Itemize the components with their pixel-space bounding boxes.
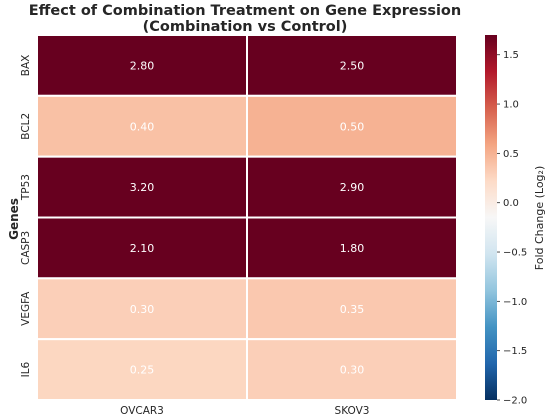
row-label: BAX (20, 55, 32, 77)
heatmap-cell (246, 34, 458, 97)
y-axis-label: Genes (7, 198, 21, 240)
colorbar-tick-label: −0.5 (503, 248, 527, 259)
colorbar-tick-label: 1.0 (503, 100, 519, 111)
cell-value-label: 2.50 (340, 59, 365, 72)
row-label: VEGFA (20, 291, 32, 326)
heatmap-cell (36, 94, 248, 158)
heatmap-cell (246, 94, 458, 158)
heatmap-cell (246, 338, 458, 401)
column-label: OVCAR3 (120, 405, 164, 417)
colorbar-tick-label: −1.5 (503, 346, 527, 357)
heatmap-cell (246, 155, 458, 219)
colorbar-tick-label: −1.0 (503, 297, 527, 308)
colorbar-tick-label: 1.5 (503, 50, 519, 61)
cell-value-label: 2.80 (130, 59, 155, 72)
cell-value-label: 0.30 (130, 303, 155, 316)
cell-value-label: 0.40 (130, 120, 155, 133)
colorbar-tick-label: 0.0 (503, 198, 519, 209)
row-label: BCL2 (20, 113, 32, 140)
chart-title: Effect of Combination Treatment on Gene … (29, 3, 461, 19)
cell-value-label: 1.80 (340, 242, 365, 255)
colorbar-tick-label: −2.0 (503, 396, 527, 407)
row-label: CASP3 (20, 231, 32, 265)
cell-value-label: 0.35 (340, 303, 365, 316)
cell-value-label: 0.30 (340, 364, 365, 377)
heatmap-cells (36, 34, 458, 401)
column-label: SKOV3 (335, 405, 370, 417)
colorbar-tick-label: 0.5 (503, 149, 519, 160)
colorbar-ticks: 1.5 1.0 0.5 0.0 −0.5 −1.0 −1.5 −2.0 (497, 50, 527, 407)
heatmap-cell (36, 34, 248, 97)
row-label: TP53 (20, 174, 32, 201)
heatmap-cell (246, 216, 458, 280)
cell-value-label: 3.20 (130, 181, 155, 194)
cell-value-label: 2.90 (340, 181, 365, 194)
colorbar-gradient (485, 35, 497, 400)
row-label: IL6 (20, 361, 32, 377)
colorbar: 1.5 1.0 0.5 0.0 −0.5 −1.0 −1.5 −2.0 (485, 35, 527, 407)
cell-value-label: 0.50 (340, 120, 365, 133)
cell-value-label: 0.25 (130, 364, 155, 377)
colorbar-label: Fold Change (Log₂) (533, 166, 546, 270)
column-tick-labels: OVCAR3 SKOV3 (120, 405, 369, 417)
row-tick-labels: BAX BCL2 TP53 CASP3 VEGFA IL6 (20, 55, 32, 378)
chart-subtitle: (Combination vs Control) (143, 19, 348, 35)
cell-value-label: 2.10 (130, 242, 155, 255)
heatmap-cell (246, 277, 458, 341)
cell-annotations: 2.80 2.50 0.40 0.50 3.20 2.90 2.10 1.80 0.30 0.35… (130, 59, 365, 376)
